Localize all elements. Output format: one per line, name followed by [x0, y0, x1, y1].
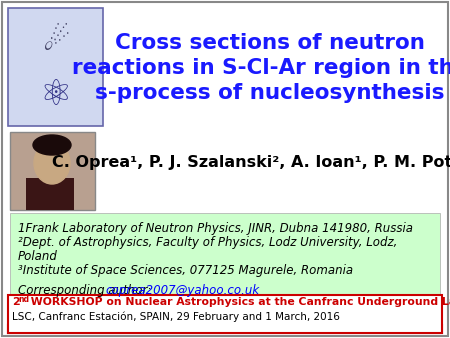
FancyBboxPatch shape [2, 2, 448, 336]
FancyBboxPatch shape [26, 178, 74, 210]
Text: Corresponding author:: Corresponding author: [18, 284, 155, 297]
FancyBboxPatch shape [10, 132, 95, 210]
Text: 2: 2 [12, 297, 20, 307]
Text: ⚛: ⚛ [40, 78, 72, 112]
FancyBboxPatch shape [8, 295, 442, 333]
Ellipse shape [34, 142, 70, 184]
Ellipse shape [33, 135, 71, 155]
Text: 1Frank Laboratory of Neutron Physics, JINR, Dubna 141980, Russia: 1Frank Laboratory of Neutron Physics, JI… [18, 222, 413, 235]
Text: ☄: ☄ [42, 27, 70, 56]
Text: Cross sections of neutron
reactions in S-Cl-Ar region in the
s-process of nucleo: Cross sections of neutron reactions in S… [72, 33, 450, 103]
Text: WORKSHOP on Nuclear Astrophysics at the Canfranc Underground Laboratory: WORKSHOP on Nuclear Astrophysics at the … [27, 297, 450, 307]
FancyBboxPatch shape [8, 8, 103, 126]
Text: coprea2007@yahoo.co.uk: coprea2007@yahoo.co.uk [105, 284, 259, 297]
Text: LSC, Canfranc Estación, SPAIN, 29 February and 1 March, 2016: LSC, Canfranc Estación, SPAIN, 29 Februa… [12, 311, 340, 321]
Text: Poland: Poland [18, 250, 58, 263]
Text: ²Dept. of Astrophysics, Faculty of Physics, Lodz University, Lodz,: ²Dept. of Astrophysics, Faculty of Physi… [18, 236, 397, 249]
FancyBboxPatch shape [8, 325, 442, 333]
Text: nd: nd [18, 295, 30, 305]
FancyBboxPatch shape [10, 213, 440, 321]
Text: ³Institute of Space Sciences, 077125 Magurele, Romania: ³Institute of Space Sciences, 077125 Mag… [18, 264, 353, 277]
Text: C. Oprea¹, P. J. Szalanski², A. Ioan¹, P. M. Potlog³: C. Oprea¹, P. J. Szalanski², A. Ioan¹, P… [52, 154, 450, 169]
